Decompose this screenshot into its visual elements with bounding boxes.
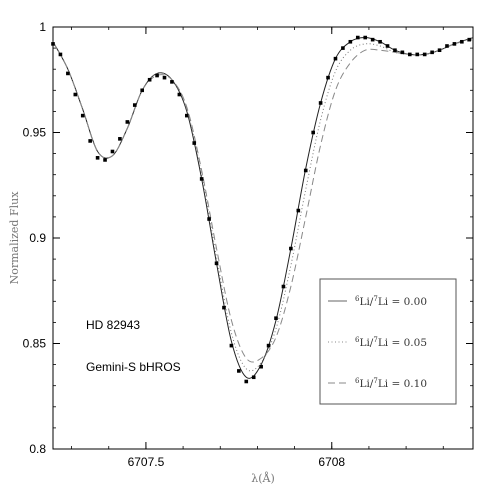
legend-ratio: Li/ <box>359 378 373 390</box>
data-point <box>460 39 464 44</box>
legend-tail: Li = 0.10 <box>378 378 427 390</box>
y-tick-label: 0.8 <box>29 442 46 456</box>
x-axis-title: λ(Å) <box>251 471 275 485</box>
data-point <box>467 37 472 42</box>
data-point <box>185 113 189 118</box>
data-point <box>266 343 271 348</box>
legend-sup6: 6 <box>355 295 360 303</box>
legend-sup7: 7 <box>373 377 377 385</box>
y-axis-title: Normalized Flux <box>8 191 21 285</box>
data-point <box>355 35 360 40</box>
legend-tail: Li = 0.05 <box>378 337 427 349</box>
legend-sup7: 7 <box>373 336 377 344</box>
data-point <box>445 44 449 48</box>
data-point <box>348 39 353 44</box>
data-point <box>80 113 85 118</box>
data-point <box>88 139 92 143</box>
data-point <box>95 156 100 160</box>
data-point <box>192 141 197 145</box>
legend-label-005: 6Li/7Li = 0.05 <box>355 336 427 349</box>
y-tick-label: 1 <box>39 20 46 34</box>
model-curves <box>52 37 474 379</box>
data-point <box>51 42 55 46</box>
data-point <box>214 261 219 266</box>
data-point <box>244 379 249 384</box>
legend-label-010: 6Li/7Li = 0.10 <box>355 377 427 390</box>
y-tick-label: 0.85 <box>23 337 47 351</box>
data-point <box>177 92 182 97</box>
data-point <box>274 316 278 320</box>
data-point <box>370 37 375 42</box>
data-point <box>132 103 137 107</box>
data-point <box>408 52 412 57</box>
legend-box <box>319 278 457 405</box>
data-point <box>341 46 345 50</box>
data-point <box>363 35 368 40</box>
legend-ratio: Li/ <box>359 296 373 308</box>
data-point <box>66 71 70 76</box>
data-point <box>422 52 427 57</box>
legend-sup6: 6 <box>355 377 360 385</box>
data-point <box>259 364 263 369</box>
data-point <box>437 48 442 53</box>
data-point <box>73 92 78 97</box>
data-point <box>378 39 382 44</box>
legend-tail: Li = 0.00 <box>378 296 427 308</box>
data-point <box>147 77 152 82</box>
data-point <box>333 56 338 61</box>
data-point <box>385 44 390 48</box>
series-line-solid <box>52 37 474 379</box>
data-point <box>415 52 420 57</box>
instrument-annotation: Gemini-S bHROS <box>86 360 181 374</box>
x-tick-label: 6707.5 <box>128 455 165 469</box>
observed-points <box>51 35 472 384</box>
star-name-annotation: HD 82943 <box>86 318 140 332</box>
legend-sup7: 7 <box>373 295 377 303</box>
data-point <box>140 88 144 93</box>
data-point <box>58 52 63 57</box>
data-point <box>207 217 211 221</box>
data-point <box>229 343 234 348</box>
data-point <box>393 48 397 53</box>
data-point <box>103 158 107 162</box>
data-point <box>162 75 167 80</box>
data-point <box>237 369 241 373</box>
data-point <box>222 305 226 310</box>
data-point <box>400 50 405 55</box>
data-point <box>251 375 256 380</box>
data-point <box>125 120 130 124</box>
data-point <box>281 284 286 289</box>
data-point <box>430 50 434 55</box>
data-point <box>289 246 293 251</box>
data-point <box>118 137 122 141</box>
y-tick-label: 0.95 <box>23 126 47 140</box>
x-tick-label: 6708 <box>318 455 345 469</box>
legend-sup6: 6 <box>355 336 360 344</box>
series-line-dashed <box>52 39 474 363</box>
data-point <box>326 75 330 80</box>
data-point <box>318 101 323 105</box>
data-point <box>170 80 174 84</box>
y-tick-label: 0.9 <box>29 231 46 245</box>
legend-label-000: 6Li/7Li = 0.00 <box>355 295 427 308</box>
axis-ticks: 0.8 0.85 0.9 0.95 1 6707.5 6708 <box>23 20 473 469</box>
data-point <box>303 168 308 173</box>
data-point <box>199 177 204 181</box>
data-point <box>155 73 159 78</box>
data-point <box>296 208 301 213</box>
data-point <box>452 42 457 46</box>
data-point <box>311 130 315 135</box>
data-point <box>110 149 115 154</box>
legend: 6Li/7Li = 0.00 6Li/7Li = 0.05 6Li/7Li = … <box>319 278 457 405</box>
legend-ratio: Li/ <box>359 337 373 349</box>
